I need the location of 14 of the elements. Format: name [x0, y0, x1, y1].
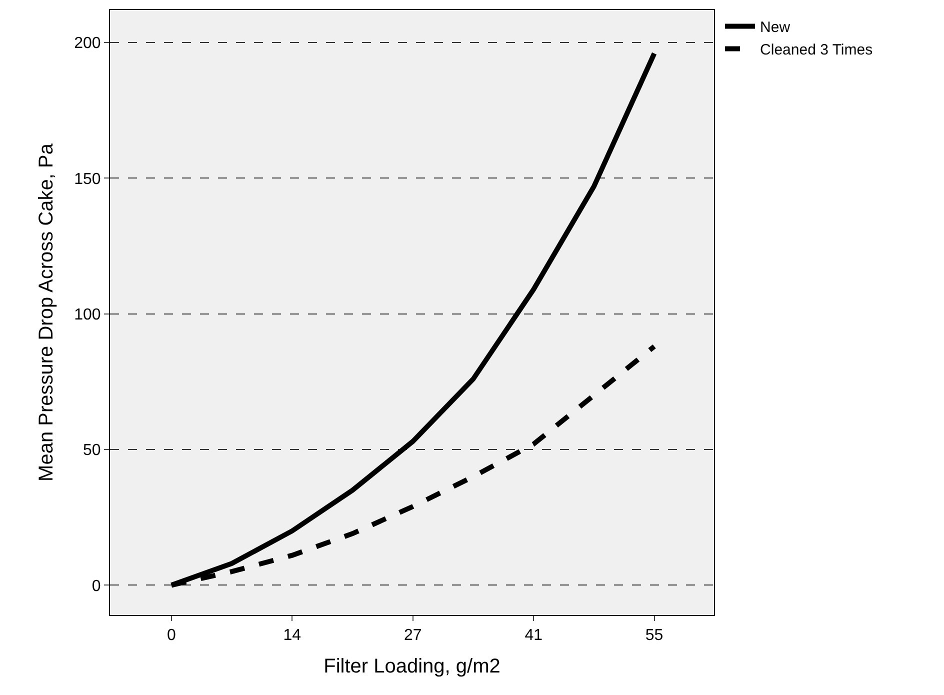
x-tick-label: 55 — [645, 627, 664, 644]
y-axis-title: Mean Pressure Drop Across Cake, Pa — [36, 142, 58, 482]
x-axis-title: Filter Loading, g/m2 — [324, 656, 500, 678]
y-tick-label: 0 — [92, 578, 101, 595]
x-tick-label: 14 — [283, 627, 302, 644]
x-tick-label: 0 — [166, 627, 176, 644]
x-tick-label: 27 — [404, 627, 422, 644]
y-tick-label: 150 — [74, 170, 101, 188]
y-tick-label: 50 — [83, 442, 101, 460]
y-tick-label: 200 — [74, 35, 101, 52]
y-tick-label: 100 — [74, 306, 101, 324]
x-tick-label: 41 — [524, 627, 543, 644]
legend-label: New — [760, 19, 790, 36]
legend-label: Cleaned 3 Times — [760, 42, 873, 59]
